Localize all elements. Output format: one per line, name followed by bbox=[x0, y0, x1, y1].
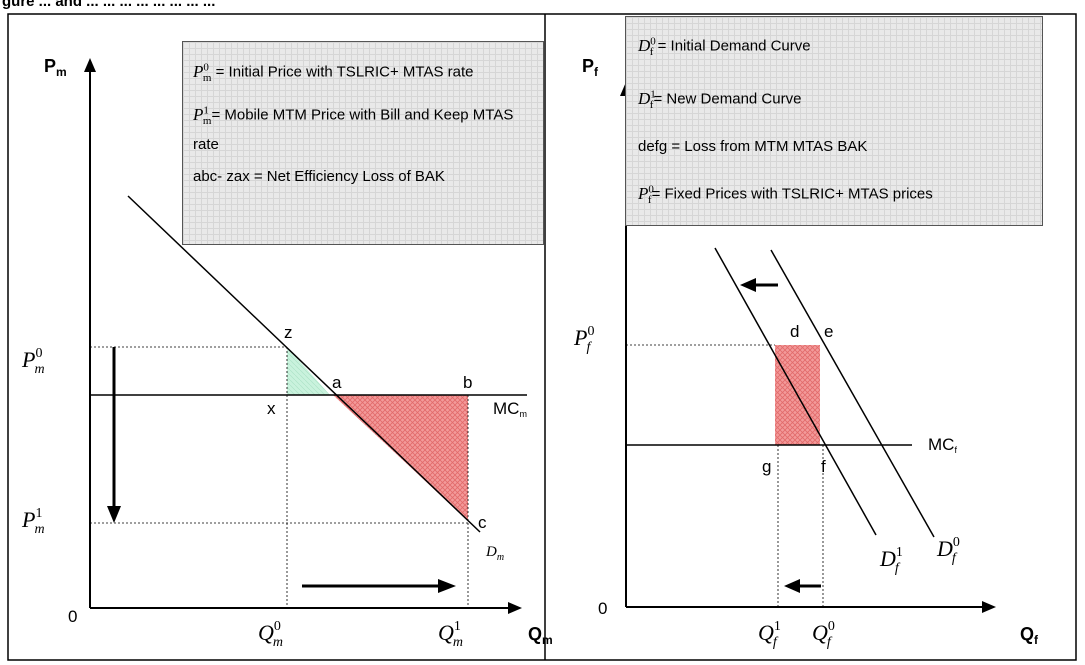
left-panel: Pm Qm 0 P0 m P1 m Q0 m Q1 m z a b x c MCm Dm bbox=[21, 56, 553, 650]
left-y-axis-label: Pm bbox=[44, 56, 67, 79]
left-price-label-p1: P1 m bbox=[21, 506, 45, 537]
right-legend-box: D0f = Initial Demand Curve D1f= New Dema… bbox=[625, 16, 1043, 226]
right-y-axis-label: Pf bbox=[582, 56, 599, 79]
right-price-label-p0: P0 f bbox=[573, 324, 594, 355]
right-point-g: g bbox=[762, 457, 771, 476]
left-point-a: a bbox=[332, 373, 342, 392]
left-legend-box: P0m = Initial Price with TSLRIC+ MTAS ra… bbox=[182, 41, 544, 245]
left-qty-label-q1: Q1 m bbox=[438, 619, 463, 650]
right-mc-label: MCf bbox=[928, 435, 957, 455]
right-qty-label-q0: Q0 f bbox=[812, 619, 835, 650]
right-demand-shift-arrow-icon bbox=[740, 278, 756, 292]
left-x-axis-label: Qm bbox=[528, 624, 553, 647]
left-qty-right-arrow-icon bbox=[438, 579, 456, 593]
right-legend-item-d0: D0f = Initial Demand Curve bbox=[638, 35, 811, 59]
right-demand-curve-d0 bbox=[770, 249, 935, 538]
right-legend-item-d1: D1f= New Demand Curve bbox=[638, 88, 802, 112]
right-legend-item-p0: P0f= Fixed Prices with TSLRIC+ MTAS pric… bbox=[638, 183, 933, 207]
left-price-down-arrow-icon bbox=[107, 506, 121, 523]
outer-frame bbox=[7, 13, 1077, 661]
right-panel: Pf Qf 0 P0 f Q1 f Q0 f d e g f MCf D1 f D0 f bbox=[573, 56, 1039, 650]
right-point-d: d bbox=[790, 322, 799, 341]
right-origin-label: 0 bbox=[598, 599, 607, 618]
left-legend-item-p0: P0m = Initial Price with TSLRIC+ MTAS ra… bbox=[193, 61, 474, 85]
left-price-label-p0: P0 m bbox=[21, 346, 45, 377]
left-point-c: c bbox=[478, 513, 487, 532]
right-demand-label-d1: D1 f bbox=[879, 545, 903, 576]
right-demand-curve-d1 bbox=[714, 247, 877, 536]
left-point-b: b bbox=[463, 373, 472, 392]
left-demand-label: Dm bbox=[485, 544, 504, 563]
left-y-axis-arrow-icon bbox=[84, 58, 96, 72]
left-legend-item-p1: P1m= Mobile MTM Price with Bill and Keep… bbox=[193, 104, 514, 154]
right-qty-left-arrow-icon bbox=[784, 579, 800, 593]
left-demand-curve bbox=[127, 195, 481, 533]
right-legend-item-loss: defg = Loss from MTM MTAS BAK bbox=[638, 138, 868, 156]
left-mc-label: MCm bbox=[493, 399, 527, 419]
left-legend-item-net-loss: abc- zax = Net Efficiency Loss of BAK bbox=[193, 168, 445, 186]
left-x-axis-arrow-icon bbox=[508, 602, 522, 614]
right-point-f: f bbox=[821, 457, 826, 476]
cropped-header-text: gure ... and ... ... ... ... ... ... ...… bbox=[2, 0, 215, 10]
red-triangle-abc bbox=[333, 395, 468, 521]
right-demand-label-d0: D0 f bbox=[936, 535, 960, 566]
left-point-z: z bbox=[284, 323, 293, 342]
right-y-axis-arrow-icon bbox=[620, 82, 632, 96]
left-point-x: x bbox=[267, 399, 276, 418]
right-x-axis-label: Qf bbox=[1020, 624, 1039, 647]
right-x-axis-arrow-icon bbox=[982, 601, 996, 613]
right-qty-label-q1: Q1 f bbox=[758, 619, 781, 650]
right-point-e: e bbox=[824, 322, 833, 341]
left-origin-label: 0 bbox=[68, 607, 77, 626]
left-qty-label-q0: Q0 m bbox=[258, 619, 283, 650]
